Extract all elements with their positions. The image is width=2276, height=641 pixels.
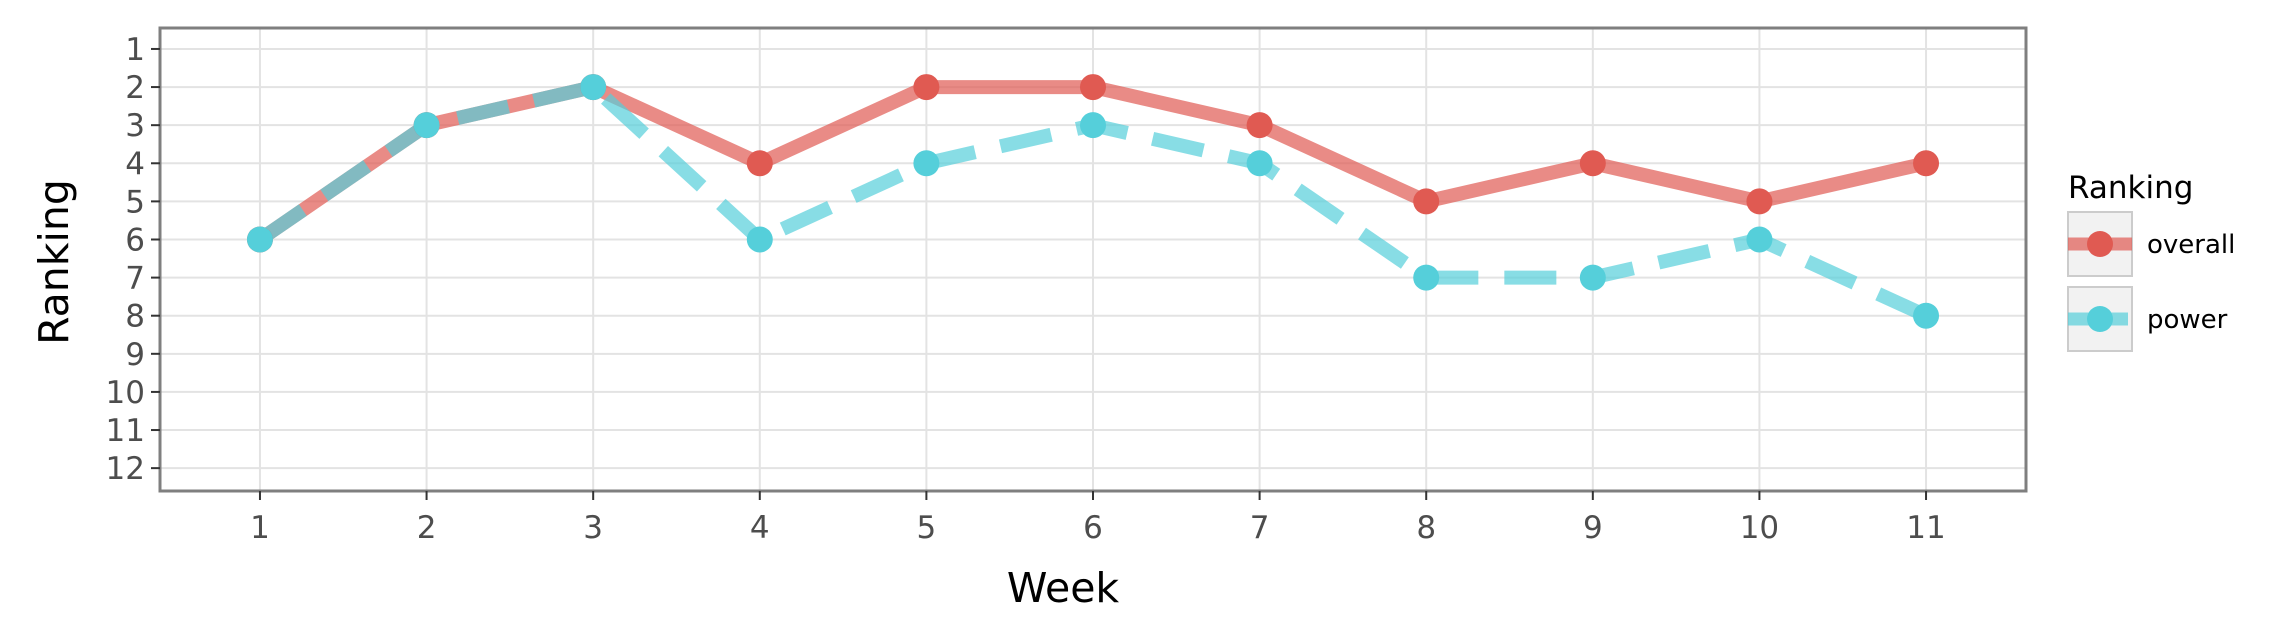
y-tick-label: 8 [125,299,145,335]
legend-key-marker [2087,306,2113,332]
x-tick-label: 3 [583,510,603,546]
data-point-overall [1746,188,1773,215]
y-axis-title: Ranking [30,179,78,345]
data-point-overall [1080,74,1106,101]
y-tick-label: 6 [125,222,145,258]
y-tick-label: 7 [125,261,145,297]
x-tick-label: 5 [917,510,937,546]
legend-label: power [2147,305,2228,335]
data-point-power [1246,150,1273,177]
data-point-power [913,150,940,177]
x-tick-label: 9 [1583,510,1603,546]
data-point-power [1579,264,1606,291]
data-point-overall [913,74,940,101]
legend-item-overall: overall [2067,211,2235,277]
data-point-power [413,112,440,139]
data-point-overall [1579,150,1606,177]
data-point-power [1913,302,1940,329]
x-tick-label: 8 [1416,510,1436,546]
x-tick-label: 1 [250,510,270,546]
data-point-overall [1246,112,1273,139]
y-tick-label: 5 [125,184,145,220]
data-point-overall [1413,188,1440,215]
y-tick-label: 9 [125,337,145,373]
data-point-power [1413,264,1440,291]
data-point-power [580,74,607,101]
legend-key-marker [2087,231,2113,257]
x-tick-label: 6 [1083,510,1103,546]
y-tick-label: 1 [125,32,145,68]
x-tick-label: 11 [1906,510,1945,546]
legend-title: Ranking [2068,170,2193,206]
data-point-power [746,226,773,253]
y-tick-label: 11 [106,413,145,449]
data-point-power [1746,226,1773,253]
legend-label: overall [2147,230,2235,260]
legend-item-power: power [2067,286,2228,352]
data-point-power [246,226,273,253]
x-tick-label: 4 [750,510,770,546]
data-point-power [1080,112,1106,139]
x-tick-label: 7 [1250,510,1270,546]
x-axis-title: Week [1007,564,1120,612]
x-tick-label: 10 [1740,510,1779,546]
y-tick-label: 12 [106,451,145,487]
legend: Ranking overall power [2067,170,2235,352]
y-tick-label: 4 [125,146,145,182]
y-tick-label: 3 [125,108,145,144]
y-tick-label: 2 [125,70,145,106]
y-tick-label: 10 [106,375,145,411]
x-tick-label: 2 [417,510,437,546]
data-points [246,74,1940,329]
data-point-overall [746,150,773,177]
data-point-overall [1913,150,1940,177]
